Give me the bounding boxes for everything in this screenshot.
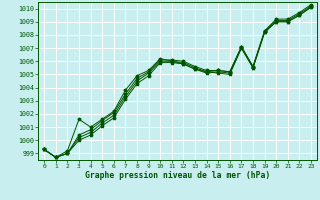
X-axis label: Graphe pression niveau de la mer (hPa): Graphe pression niveau de la mer (hPa) xyxy=(85,171,270,180)
